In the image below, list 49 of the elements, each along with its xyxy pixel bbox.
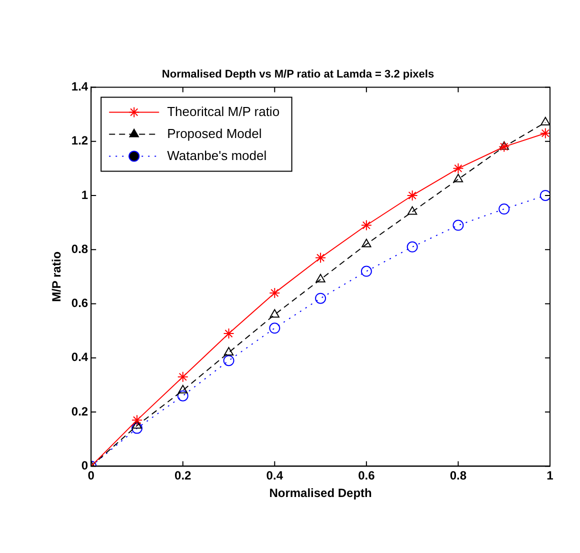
point xyxy=(315,292,326,304)
y-tick-label: 0.6 xyxy=(71,296,88,310)
point xyxy=(406,190,418,201)
point xyxy=(316,274,326,282)
x-tick-label: 0.8 xyxy=(450,468,467,483)
point xyxy=(360,266,372,277)
legend-label: Proposed Model xyxy=(167,126,262,141)
y-tick-label: 0 xyxy=(81,458,88,473)
point xyxy=(452,162,464,174)
y-tick-label: 1.2 xyxy=(71,134,88,148)
point xyxy=(270,309,280,318)
y-tick-label: 1 xyxy=(81,188,88,202)
point xyxy=(540,190,550,201)
x-tick-label: 0.4 xyxy=(266,468,284,483)
point xyxy=(223,328,234,340)
point xyxy=(452,220,464,231)
legend-label: Watanbe's model xyxy=(167,148,267,163)
point xyxy=(224,347,234,356)
point xyxy=(362,238,372,248)
y-axis-title: M/P ratio xyxy=(50,251,64,302)
point xyxy=(406,241,418,252)
point xyxy=(269,287,280,298)
point xyxy=(132,420,142,429)
chart-title: Normalised Depth vs M/P ratio at Lamda = 3.2 pixels xyxy=(162,68,434,81)
point xyxy=(498,204,510,215)
point xyxy=(540,116,550,126)
point xyxy=(540,128,550,139)
x-tick-label: 1 xyxy=(546,468,554,483)
point xyxy=(177,371,188,382)
y-tick-label: 0.4 xyxy=(71,350,88,364)
x-tick-label: 0.6 xyxy=(358,468,376,483)
point xyxy=(177,390,188,402)
x-axis-title: Normalised Depth xyxy=(269,486,372,500)
point xyxy=(131,422,142,434)
y-tick-label: 1.4 xyxy=(71,80,88,94)
legend-label: Theoritcal M/P ratio xyxy=(167,104,280,119)
point xyxy=(407,206,418,215)
x-tick-label: 0.2 xyxy=(174,468,192,483)
point xyxy=(453,174,464,182)
point xyxy=(269,322,280,334)
point xyxy=(131,414,142,426)
point xyxy=(178,384,188,394)
point xyxy=(498,141,510,152)
point xyxy=(223,355,234,366)
point xyxy=(360,220,372,231)
point xyxy=(315,252,326,264)
point xyxy=(499,141,509,150)
y-tick-label: 0.8 xyxy=(71,242,88,256)
y-tick-label: 0.2 xyxy=(71,404,88,418)
